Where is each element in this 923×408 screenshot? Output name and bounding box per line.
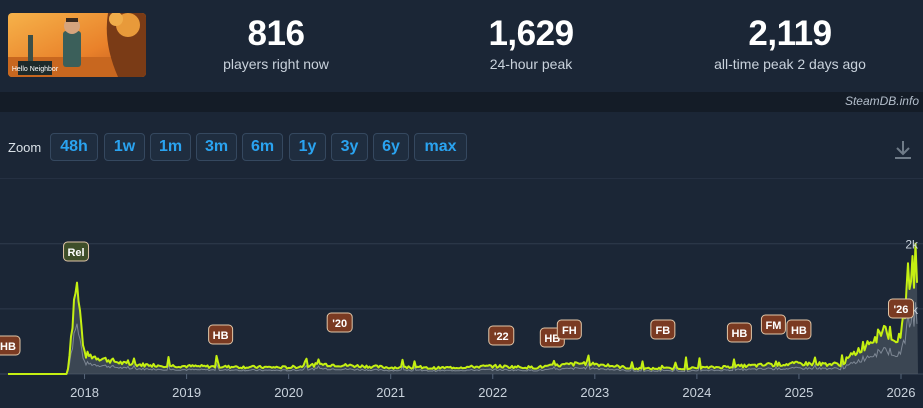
stats-header: Hello Neighbor 816 players right now 1,6… — [0, 0, 923, 92]
x-tick-label: 2024 — [682, 385, 711, 400]
annotation-badge-box — [0, 335, 21, 356]
series-line — [8, 242, 918, 375]
annotation-badge-box — [488, 325, 515, 346]
zoom-1m-button[interactable]: 1m — [150, 133, 191, 161]
zoom-1w-button[interactable]: 1w — [104, 133, 145, 161]
x-tick-label: 2018 — [70, 385, 99, 400]
annotation-badge-box — [726, 322, 752, 343]
annotation-badge-box — [556, 319, 582, 340]
annotation-label: HB — [213, 330, 229, 342]
x-axis-ticks: 2018 2019 2020 2021 2022 2023 2024 2025 2026 — [70, 374, 915, 400]
x-tick-label: 2026 — [887, 385, 916, 400]
stat-all-time-peak: 2,119 all-time peak 2 days ago — [690, 14, 890, 72]
stat-current: 816 players right now — [196, 14, 356, 72]
annotation-badge: HB — [0, 335, 21, 356]
x-tick-label: 2022 — [478, 385, 507, 400]
zoom-max-button[interactable]: max — [414, 133, 467, 161]
all-time-peak-label: all-time peak 2 days ago — [714, 56, 866, 72]
annotation-badge-box — [887, 298, 914, 319]
annotation-label: '26 — [894, 304, 909, 316]
zoom-3y-button[interactable]: 3y — [331, 133, 368, 161]
x-tick-label: 2025 — [784, 385, 813, 400]
zoom-1y-button[interactable]: 1y — [289, 133, 326, 161]
annotation-label: '22 — [494, 331, 509, 343]
annotation-label: HB — [0, 341, 16, 353]
annotation-badge: HB — [786, 319, 812, 340]
current-players-label: players right now — [223, 56, 329, 72]
game-logo-text: Hello Neighbor — [12, 66, 59, 73]
annotation-label: HB — [731, 328, 747, 340]
peak-24h-label: 24-hour peak — [489, 56, 573, 72]
chart-grid — [0, 178, 923, 375]
zoom-6y-button[interactable]: 6y — [373, 133, 409, 161]
annotation-badge: '20 — [326, 312, 353, 333]
annotation-badge: '26 — [887, 298, 914, 319]
x-tick-label: 2023 — [580, 385, 609, 400]
annotation-label: FM — [765, 320, 781, 332]
x-tick-label: 2020 — [274, 385, 303, 400]
zoom-6m-button[interactable]: 6m — [242, 133, 283, 161]
x-tick-label: 2021 — [376, 385, 405, 400]
annotation-badge: HB — [726, 322, 752, 343]
annotation-badge-box — [650, 319, 676, 340]
annotation-badge-box — [786, 319, 812, 340]
game-thumbnail[interactable]: Hello Neighbor — [8, 13, 146, 77]
chart-panel — [0, 112, 923, 408]
annotation-badge: HB — [208, 324, 234, 345]
annotation-badge: '22 — [488, 325, 515, 346]
annotation-label: FB — [656, 325, 671, 337]
annotation-badge: FB — [650, 319, 676, 340]
current-players-value: 816 — [247, 14, 305, 53]
x-tick-label: 2019 — [172, 385, 201, 400]
all-time-peak-value: 2,119 — [748, 14, 832, 53]
y-tick-label: 2k — [905, 238, 919, 252]
steamdb-credit[interactable]: SteamDB.info — [844, 94, 919, 108]
annotation-label: HB — [544, 333, 560, 345]
annotation-label: Rel — [67, 247, 84, 259]
annotation-badge-box — [760, 314, 786, 335]
annotation-badge-box — [208, 324, 234, 345]
download-icon[interactable] — [894, 140, 912, 160]
annotation-label: FH — [562, 325, 577, 337]
zoom-3m-button[interactable]: 3m — [196, 133, 237, 161]
annotation-label: HB — [791, 325, 807, 337]
chart-series — [8, 242, 918, 375]
zoom-label: Zoom — [8, 140, 42, 155]
zoom-48h-button[interactable]: 48h — [50, 133, 98, 161]
annotation-label: '20 — [332, 318, 347, 330]
annotation-badge-box — [63, 241, 90, 262]
stat-24h-peak: 1,629 24-hour peak — [451, 14, 611, 72]
peak-24h-value: 1,629 — [488, 14, 574, 53]
annotation-badge: FM — [760, 314, 786, 335]
annotation-badge: FH — [556, 319, 582, 340]
series-low-line — [8, 302, 918, 375]
annotation-badge-box — [326, 312, 353, 333]
credit-band — [0, 92, 923, 112]
annotation-badge: Rel — [63, 241, 90, 262]
